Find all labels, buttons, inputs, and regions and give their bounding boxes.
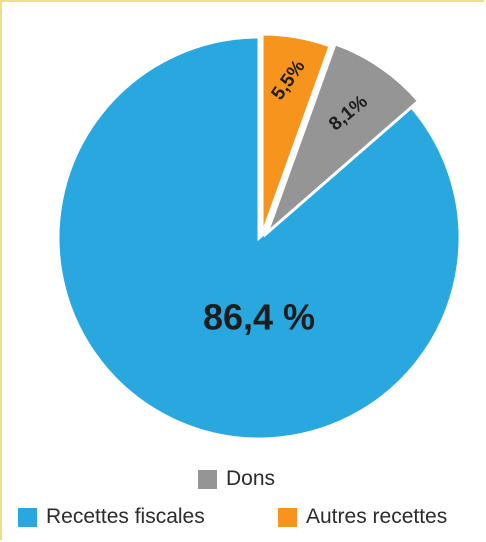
pie-slice-autres-recettes [260,32,333,236]
legend-item-dons: Dons [198,467,275,491]
pie-chart: 86,4 %5,5%8,1% [56,32,462,441]
pie-slice-dons [263,41,421,238]
pie-label-recettes-fiscales: 86,4 % [203,297,315,338]
legend-item-autres-recettes: Autres recettes [278,505,447,529]
legend-swatch-recettes-fiscales [18,507,37,527]
legend-swatch-autres-recettes [278,507,297,527]
legend-label-recettes-fiscales: Recettes fiscales [46,505,205,528]
legend-label-dons: Dons [226,467,276,490]
legend-label-autres-recettes: Autres recettes [306,505,448,528]
pie-slice-recettes-fiscales [56,35,462,441]
legend-item-recettes-fiscales: Recettes fiscales [18,505,205,529]
legend-swatch-dons [198,469,217,489]
